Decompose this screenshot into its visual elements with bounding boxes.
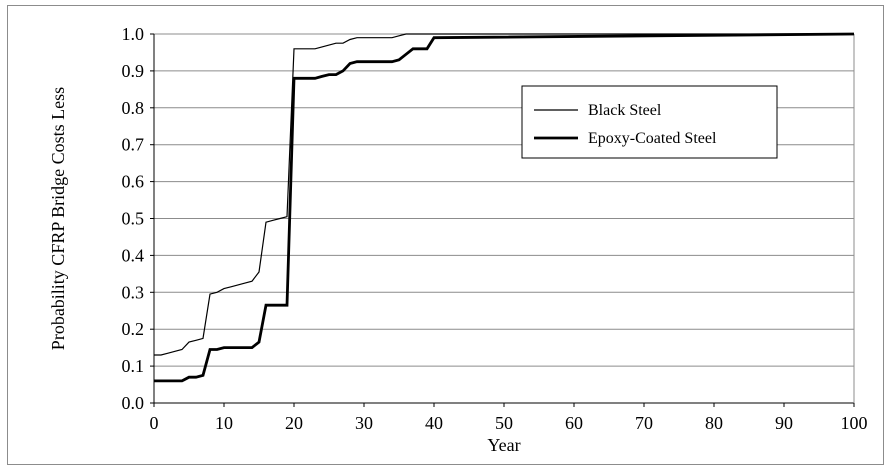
x-tick-label-4: 40 <box>425 413 443 433</box>
x-tick-label-2: 20 <box>285 413 303 433</box>
y-tick-label-6: 0.6 <box>122 172 145 192</box>
x-tick-label-10: 100 <box>841 413 868 433</box>
x-tick-label-5: 50 <box>495 413 513 433</box>
axes <box>150 33 855 407</box>
y-tick-label-9: 0.9 <box>122 61 145 81</box>
x-tick-label-1: 10 <box>215 413 233 433</box>
y-tick-label-8: 0.8 <box>122 98 145 118</box>
x-tick-label-3: 30 <box>355 413 373 433</box>
gridlines <box>154 33 854 367</box>
line-chart: 0.0 0.1 0.2 0.3 0.4 0.5 0.6 0.7 0.8 0.9 1.0 0 10 20 30… <box>48 24 868 455</box>
x-tick-label-0: 0 <box>150 413 159 433</box>
legend-box <box>521 85 778 159</box>
legend: Black Steel Epoxy-Coated Steel <box>521 85 778 159</box>
legend-label-epoxy-coated-steel: Epoxy-Coated Steel <box>588 130 717 147</box>
legend-label-black-steel: Black Steel <box>588 102 662 119</box>
y-tick-label-1: 0.1 <box>122 356 145 376</box>
y-tick-label-4: 0.4 <box>122 245 145 265</box>
chart-frame: 0.0 0.1 0.2 0.3 0.4 0.5 0.6 0.7 0.8 0.9 1.0 0 10 20 30… <box>7 5 884 465</box>
y-tick-label-7: 0.7 <box>122 135 145 155</box>
y-tick-label-10: 1.0 <box>122 24 145 44</box>
y-tick-label-0: 0.0 <box>122 393 145 413</box>
tick-labels: 0.0 0.1 0.2 0.3 0.4 0.5 0.6 0.7 0.8 0.9 1.0 0 10 20 30… <box>122 24 868 433</box>
x-tick-label-8: 80 <box>705 413 723 433</box>
x-tick-label-7: 70 <box>635 413 653 433</box>
y-axis-title: Probability CFRP Bridge Costs Less <box>48 87 68 350</box>
x-axis-title: Year <box>487 435 520 455</box>
y-tick-label-2: 0.2 <box>122 319 145 339</box>
x-tick-label-9: 90 <box>775 413 793 433</box>
y-tick-label-3: 0.3 <box>122 282 145 302</box>
series-line-black-steel <box>154 33 854 356</box>
series-lines <box>154 32 855 383</box>
series-line-epoxy-coated-steel <box>154 32 855 383</box>
y-tick-label-5: 0.5 <box>122 209 145 229</box>
x-tick-label-6: 60 <box>565 413 583 433</box>
